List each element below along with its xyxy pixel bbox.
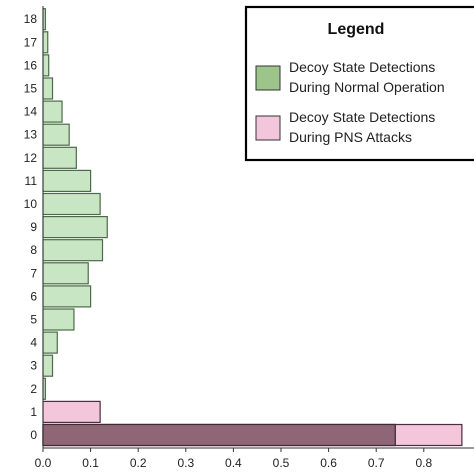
bar-normal-5 [42, 308, 75, 331]
bar-normal-11 [42, 169, 92, 192]
legend-label: During Normal Operation [289, 79, 445, 95]
x-tick-label: 0.6 [320, 456, 337, 470]
x-tick-label: 0.3 [177, 456, 194, 470]
y-tick-label-8: 8 [30, 243, 37, 257]
bars-layer [42, 8, 463, 447]
x-tick-label: 0.8 [415, 456, 432, 470]
legend-label: Decoy State Detections [289, 59, 435, 75]
y-tick-label-2: 2 [30, 382, 37, 396]
y-tick-label-18: 18 [24, 12, 38, 26]
bar-normal-8 [42, 239, 104, 262]
y-tick-label-17: 17 [24, 35, 38, 49]
y-tick-label-1: 1 [30, 405, 37, 419]
bar-normal-15 [42, 77, 54, 100]
bar-normal-16 [42, 54, 50, 77]
x-tick-label: 0.0 [35, 456, 52, 470]
x-tick-label: 0.1 [82, 456, 99, 470]
legend-box [244, 5, 474, 162]
x-tick-label: 0.5 [273, 456, 290, 470]
bar-pns-1 [42, 400, 101, 423]
bar-normal-9 [42, 216, 108, 239]
y-tick-label-9: 9 [30, 220, 37, 234]
y-tick-label-0: 0 [30, 428, 37, 442]
y-tick-label-15: 15 [24, 82, 38, 96]
legend-title: Legend [328, 21, 385, 38]
bar-normal-17 [42, 31, 49, 54]
bar-normal-14 [42, 100, 63, 123]
y-tick-label-5: 5 [30, 313, 37, 327]
y-tick-label-11: 11 [25, 174, 38, 188]
bar-normal-12 [42, 146, 77, 169]
legend-swatch-normal [255, 65, 281, 91]
y-tick-label-10: 10 [24, 197, 38, 211]
legend-swatch-pns [255, 115, 281, 141]
legend-label: During PNS Attacks [289, 129, 412, 145]
y-tick-label-14: 14 [24, 105, 38, 119]
legend: Legend Decoy State Detections During Norma… [244, 5, 474, 162]
x-tick-label: 0.2 [130, 456, 147, 470]
bar-normal-4 [42, 331, 58, 354]
legend-label: Decoy State Detections [289, 109, 435, 125]
bar-overlap-0 [42, 423, 396, 447]
y-tick-label-3: 3 [30, 359, 37, 373]
y-tick-label-12: 12 [24, 151, 38, 165]
x-tick-label: 0.4 [225, 456, 242, 470]
bar-normal-10 [42, 192, 101, 216]
bar-normal-13 [42, 123, 70, 146]
y-tick-label-4: 4 [30, 336, 37, 350]
bar-normal-6 [42, 285, 92, 308]
bar-normal-3 [42, 354, 54, 377]
y-tick-label-13: 13 [24, 128, 38, 142]
y-tick-label-6: 6 [30, 289, 37, 303]
x-tick-label: 0.7 [368, 456, 385, 470]
y-tick-label-16: 16 [24, 58, 38, 72]
bar-normal-7 [42, 262, 89, 285]
y-tick-label-7: 7 [30, 266, 37, 280]
